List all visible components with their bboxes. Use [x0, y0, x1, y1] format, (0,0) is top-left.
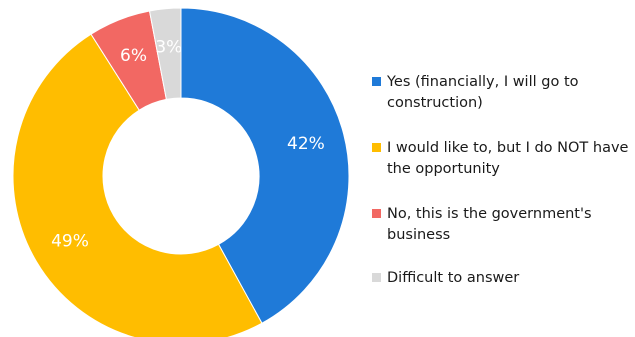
legend-swatch-would-like [372, 143, 381, 152]
legend-label-would-like: I would like to, but I do NOT have the o… [387, 140, 629, 177]
slice-label-difficult: 3% [155, 38, 182, 58]
legend-label-government: No, this is the government's business [387, 206, 592, 243]
legend-label-difficult: Difficult to answer [387, 270, 520, 286]
slice-label-government: 6% [120, 46, 147, 66]
legend-label-yes: Yes (financially, I will go to construct… [387, 74, 579, 111]
slice-label-would-like: 49% [51, 232, 89, 252]
slice-label-yes: 42% [287, 134, 325, 154]
slice-yes [180, 7, 350, 324]
slice-difficult [148, 7, 182, 100]
legend-item-yes: Yes (financially, I will go to construct… [372, 72, 632, 114]
slice-would-like [12, 33, 263, 337]
legend-item-difficult: Difficult to answer [372, 268, 632, 289]
legend-item-government: No, this is the government's business [372, 204, 632, 246]
legend-swatch-yes [372, 77, 381, 86]
legend-swatch-government [372, 209, 381, 218]
legend-item-would-like: I would like to, but I do NOT have the o… [372, 138, 632, 180]
legend-swatch-difficult [372, 273, 381, 282]
